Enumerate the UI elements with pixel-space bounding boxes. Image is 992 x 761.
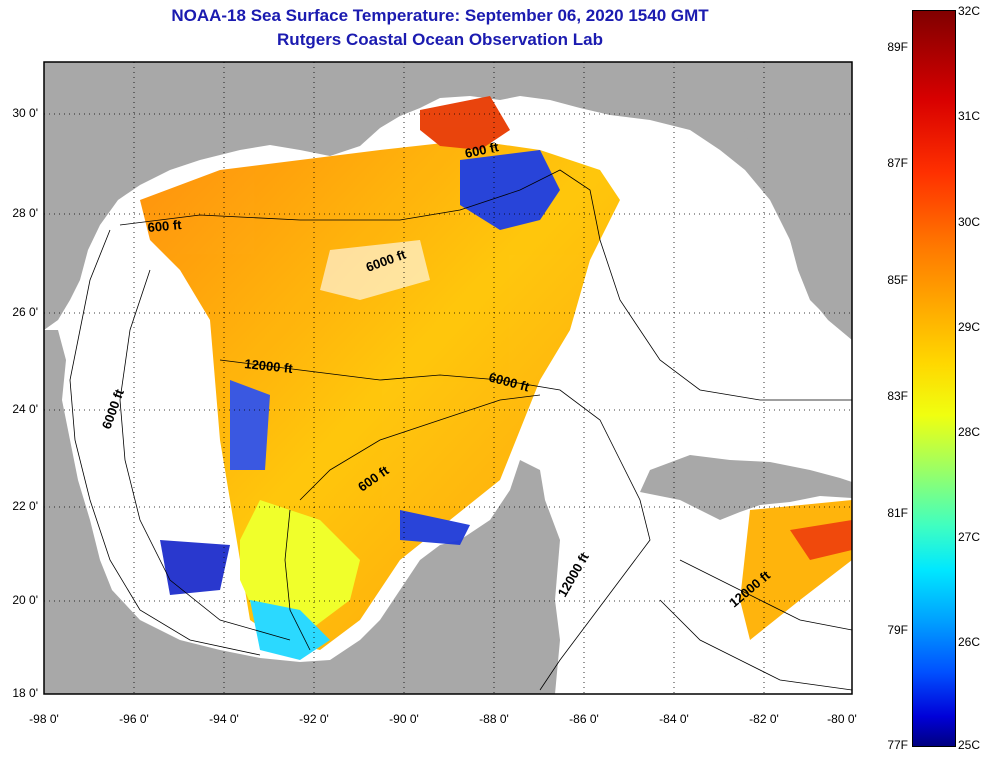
colorbar-f-label: 77F: [887, 738, 908, 752]
land: [44, 62, 852, 694]
colorbar-c-label: 26C: [958, 635, 981, 649]
colorbar-f-label: 87F: [887, 156, 908, 170]
colorbar-f-label: 89F: [887, 40, 908, 54]
cuba-land: [640, 455, 852, 520]
colorbar-f-label: 85F: [887, 273, 908, 287]
colorbar-c-label: 29C: [958, 320, 981, 334]
cloud-gap: [320, 240, 430, 300]
colorbar: [912, 10, 956, 747]
lat-label: 26 0': [12, 305, 38, 319]
lon-label: -80 0': [827, 712, 857, 726]
colorbar-f-label: 81F: [887, 506, 908, 520]
lat-label: 30 0': [12, 106, 38, 120]
colorbar-c-label: 25C: [958, 738, 981, 752]
colorbar-c-label: 28C: [958, 425, 981, 439]
lon-label: -90 0': [389, 712, 419, 726]
cool-patch-west: [160, 540, 230, 595]
lon-label: -96 0': [119, 712, 149, 726]
graticule: [44, 62, 852, 694]
contour-label: 600 ft: [464, 139, 501, 161]
lat-label: 28 0': [12, 206, 38, 220]
sst-field: [140, 96, 852, 660]
colorbar-c-label: 32C: [958, 4, 981, 18]
us-land: [44, 62, 852, 340]
contour-label: 12000 ft: [244, 356, 294, 376]
yellow-patch: [240, 500, 360, 630]
colorbar-c-label: 31C: [958, 109, 981, 123]
colorbar-f-label: 79F: [887, 623, 908, 637]
cyan-patch: [250, 600, 330, 660]
lat-label: 18 0': [12, 686, 38, 700]
lat-label: 22 0': [12, 499, 38, 513]
map-title: NOAA-18 Sea Surface Temperature: Septemb…: [171, 6, 709, 25]
florida-land: [740, 62, 852, 340]
contours: [69, 169, 853, 691]
cool-patch-south: [400, 510, 470, 545]
lat-label: 24 0': [12, 402, 38, 416]
lon-label: -86 0': [569, 712, 599, 726]
plot-border: [43, 61, 853, 695]
colorbar-c-label: 30C: [958, 215, 981, 229]
cool-patch-north: [460, 150, 560, 230]
cool-patch-mid: [230, 380, 270, 470]
map-subtitle: Rutgers Coastal Ocean Observation Lab: [277, 30, 603, 49]
mexico-land: [44, 330, 560, 694]
lat-label: 20 0': [12, 593, 38, 607]
lon-label: -94 0': [209, 712, 239, 726]
colorbar-c-label: 27C: [958, 530, 981, 544]
lon-label: -88 0': [479, 712, 509, 726]
colorbar-f-label: 83F: [887, 389, 908, 403]
lon-label: -92 0': [299, 712, 329, 726]
lon-label: -98 0': [29, 712, 59, 726]
caribbean-hot: [790, 520, 852, 560]
hot-patch: [420, 96, 510, 150]
contour-label: 600 ft: [147, 217, 183, 235]
lon-label: -84 0': [659, 712, 689, 726]
lon-label: -82 0': [749, 712, 779, 726]
